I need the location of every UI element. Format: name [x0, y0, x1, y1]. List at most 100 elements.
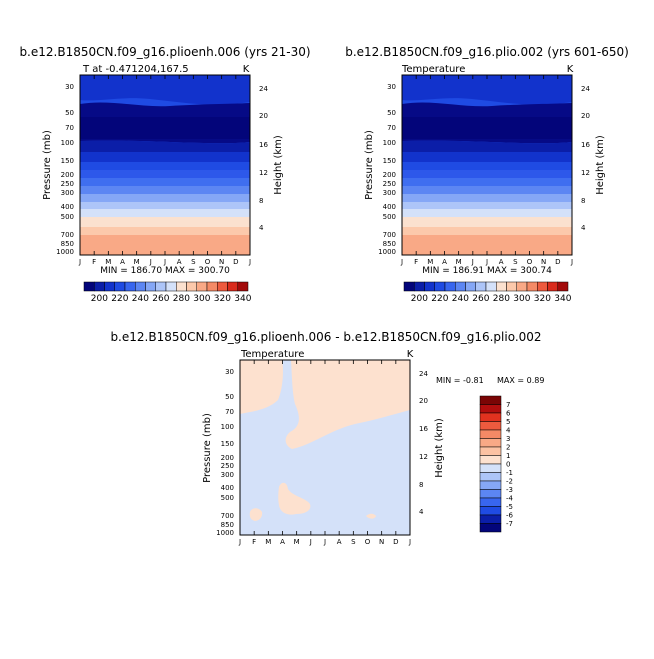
panel-3-colorbar-label: -3 [506, 486, 513, 494]
panel-2-colorbar-label: 340 [554, 294, 571, 304]
panel-3-x-tick-label: A [337, 538, 342, 546]
panel-3-colorbar-label: -2 [506, 478, 513, 486]
panel-1-h-tick: 4 [259, 224, 264, 232]
panel-2-h-tick: 4 [581, 224, 586, 232]
panel-3-colorbar-swatch [479, 438, 502, 448]
panel-2-ylabel-right: Height (km) [595, 135, 606, 195]
panel-1-p-tick: 30 [65, 83, 74, 91]
panel-1-x-tick-label: O [205, 258, 211, 266]
panel-1-p-tick: 250 [61, 180, 74, 188]
panel-1-colorbar-swatch [237, 281, 249, 292]
panel-2-p-tick: 200 [383, 171, 396, 179]
panel-2-x-tick-label: A [442, 258, 447, 266]
panel-2-x-tick-label: M [427, 258, 433, 266]
panel-1-p-tick: 70 [65, 124, 74, 132]
panel-1-x-tick-label: S [191, 258, 196, 266]
panel-1-stats: MIN = 186.70 MAX = 300.70 [100, 266, 230, 276]
panel-1-contour-field [80, 75, 250, 255]
panel-2-p-tick: 400 [383, 203, 396, 211]
panel-1-colorbar-swatch [186, 281, 197, 292]
panel-2-x-tick-label: N [541, 258, 546, 266]
panel-2-h-tick: 12 [581, 169, 590, 177]
panel-3-p-tick: 70 [225, 408, 234, 416]
panel-3-colorbar-label: -5 [506, 503, 513, 511]
panel-3-colorbar-swatch [479, 472, 502, 482]
panel-2-x-tick-label: J [400, 258, 403, 266]
panel-3-colorbar-swatch [479, 455, 502, 465]
panel-1-p-tick: 100 [61, 139, 74, 147]
panel-1-colorbar-label: 340 [234, 294, 251, 304]
panel-1-x-tick-label: J [78, 258, 81, 266]
panel-2-stats: MIN = 186.91 MAX = 300.74 [422, 266, 552, 276]
panel-1-colorbar-label: 200 [91, 294, 108, 304]
panel-1-colorbar-label: 260 [152, 294, 169, 304]
panel-2-colorbar-swatch [557, 281, 569, 292]
panel-3-p-tick: 850 [221, 521, 234, 529]
panel-1-colorbar-swatch [124, 281, 136, 292]
panel-1-x-tick-label: A [177, 258, 182, 266]
panel-2-h-tick: 20 [581, 112, 590, 120]
panel-3-x-tick-label: J [323, 538, 326, 546]
panel-2-p-tick: 300 [383, 189, 396, 197]
panel-3-p-tick: 30 [225, 368, 234, 376]
panel-1-h-tick: 16 [259, 141, 268, 149]
panel-3-x-tick-label: J [408, 538, 411, 546]
panel-2-colorbar-swatch [547, 281, 558, 292]
panel-2: b.e12.B1850CN.f09_g16.plio.002 (yrs 601-… [345, 45, 629, 304]
panel-3-x-tick-label: D [393, 538, 398, 546]
panel-3-colorbar-swatch [479, 523, 502, 533]
panel-2-subtitle: Temperature [401, 64, 465, 75]
panel-1-h-tick: 20 [259, 112, 268, 120]
panel-2-h-tick: 16 [581, 141, 590, 149]
panel-2-colorbar-swatch [496, 281, 507, 292]
panel-1-x-tick-label: D [233, 258, 238, 266]
panel-3-ylabel: Pressure (mb) [202, 413, 213, 483]
panel-1-h-tick: 24 [259, 85, 268, 93]
panel-2-h-tick: 24 [581, 85, 590, 93]
panel-2-p-tick: 700 [383, 231, 396, 239]
panel-3-colorbar-swatch [479, 395, 502, 405]
panel-2-x-tick-label: O [527, 258, 533, 266]
panel-2-colorbar-swatch [475, 281, 487, 292]
panel-2-colorbar-label: 220 [431, 294, 448, 304]
panel-1-colorbar-label: 320 [214, 294, 231, 304]
panel-3-colorbar [479, 395, 502, 533]
panel-3-h-tick: 20 [419, 397, 428, 405]
panel-1-colorbar-label: 240 [132, 294, 149, 304]
panel-1-x-tick-label: J [248, 258, 251, 266]
panel-2-colorbar [403, 281, 569, 292]
panel-1-colorbar-swatch [165, 281, 177, 292]
panel-3-h-tick: 12 [419, 453, 428, 461]
panel-2-colorbar-swatch [506, 281, 517, 292]
panel-3-x-tick-label: M [265, 538, 271, 546]
panel-3-unit: K [407, 349, 414, 360]
panel-1-colorbar-swatch [145, 281, 156, 292]
panel-3-colorbar-label: -4 [506, 495, 514, 503]
panel-1-p-tick: 850 [61, 240, 74, 248]
panel-1-p-tick: 700 [61, 231, 74, 239]
panel-3-colorbar-swatch [479, 412, 502, 422]
panel-1-unit: K [243, 64, 250, 75]
panel-3-colorbar-label: 5 [506, 418, 510, 426]
panel-3-p-tick: 300 [221, 471, 234, 479]
panel-3-colorbar-swatch [479, 404, 502, 414]
panel-3-p-tick: 250 [221, 462, 234, 470]
panel-2-title: b.e12.B1850CN.f09_g16.plio.002 (yrs 601-… [345, 45, 629, 59]
panel-3-colorbar-label: 7 [506, 401, 510, 409]
panel-3-p-tick: 400 [221, 484, 234, 492]
panel-3-x-tick-label: J [238, 538, 241, 546]
panel-3-colorbar-swatch [479, 446, 502, 456]
panel-1-colorbar-swatch [94, 281, 105, 292]
panel-3-colorbar-label: 6 [506, 410, 511, 418]
panel-3-p-tick: 150 [221, 440, 234, 448]
panel-3-title: b.e12.B1850CN.f09_g16.plioenh.006 - b.e1… [110, 330, 541, 344]
panel-2-p-tick: 50 [387, 109, 396, 117]
panel-2-colorbar-swatch [526, 281, 538, 292]
panel-1-p-tick: 150 [61, 157, 74, 165]
panel-1-subtitle: T at -0.471204,167.5 [82, 64, 189, 75]
panel-3-colorbar-label: 0 [506, 461, 510, 469]
panel-2-x-tick-label: F [414, 258, 418, 266]
panel-2-p-tick: 500 [383, 213, 396, 221]
panel-2-x-tick-label: J [485, 258, 488, 266]
panel-2-p-tick: 1000 [378, 248, 396, 256]
